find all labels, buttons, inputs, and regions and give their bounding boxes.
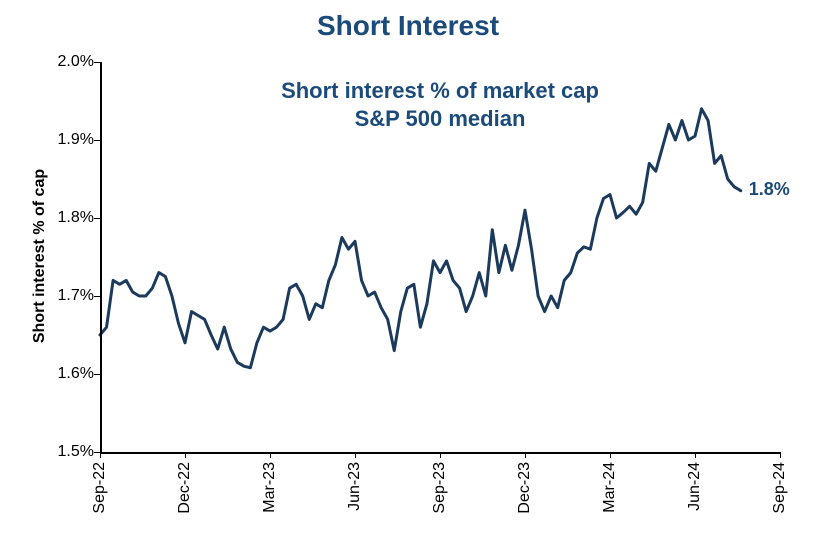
plot-area [100, 62, 780, 452]
chart-container: { "chart": { "type": "line", "title": "S… [0, 0, 816, 544]
x-tick-label: Jun-24 [686, 462, 704, 511]
y-tick-label: 1.6% [58, 365, 94, 383]
x-tick-label: Jun-23 [346, 462, 364, 511]
x-tick-mark [270, 452, 271, 458]
x-tick-label: Dec-22 [176, 462, 194, 514]
x-tick-label: Dec-23 [516, 462, 534, 514]
x-tick-mark [100, 452, 101, 458]
x-tick-mark [610, 452, 611, 458]
y-tick-label: 1.5% [58, 443, 94, 461]
x-tick-mark [525, 452, 526, 458]
x-tick-mark [780, 452, 781, 458]
y-tick-mark [94, 374, 100, 375]
line-series [100, 62, 780, 452]
y-axis-label: Short interest % of cap [31, 156, 49, 356]
y-tick-label: 2.0% [58, 53, 94, 71]
x-tick-label: Sep-23 [431, 462, 449, 514]
y-tick-label: 1.8% [58, 209, 94, 227]
y-tick-mark [94, 62, 100, 63]
x-tick-mark [440, 452, 441, 458]
series-end-label: 1.8% [749, 179, 790, 200]
x-tick-mark [695, 452, 696, 458]
y-tick-mark [94, 140, 100, 141]
y-axis-line [100, 62, 102, 452]
x-tick-label: Sep-24 [771, 462, 789, 514]
x-tick-mark [185, 452, 186, 458]
x-tick-label: Mar-23 [261, 462, 279, 513]
chart-title: Short Interest [0, 10, 816, 42]
x-tick-label: Sep-22 [91, 462, 109, 514]
x-tick-label: Mar-24 [601, 462, 619, 513]
x-tick-mark [355, 452, 356, 458]
y-tick-mark [94, 218, 100, 219]
y-tick-label: 1.7% [58, 287, 94, 305]
y-tick-label: 1.9% [58, 131, 94, 149]
y-tick-mark [94, 296, 100, 297]
